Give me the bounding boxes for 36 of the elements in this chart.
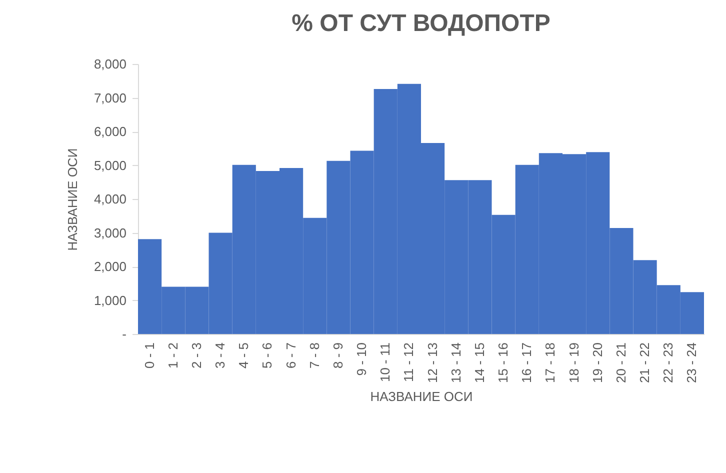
x-tick-label: 14 - 15 [472,342,487,383]
x-tick-label: 11 - 12 [401,342,416,382]
chart-title: % ОТ СУТ ВОДОПОТР [292,10,550,37]
x-tick-label: 4 - 5 [236,342,252,369]
x-tick-label: 22 - 23 [660,342,676,383]
x-tick-label: 18 - 19 [566,342,582,383]
x-tick-label: 1 - 2 [165,342,180,369]
y-tick-label: 6,000 [94,124,126,139]
y-tick-label: 8,000 [94,56,126,72]
y-tick-label: 4,000 [94,192,126,206]
y-tick-label: 1,000 [94,292,126,308]
x-tick-label: 7 - 8 [306,342,322,369]
x-tick-label: 10 - 11 [378,342,393,382]
x-tick-label: 8 - 9 [330,342,346,369]
x-tick-label: 15 - 16 [496,342,511,383]
x-axis-title: НАЗВАНИЕ ОСИ [370,388,473,404]
x-tick-label: 0 - 1 [142,342,157,369]
y-axis-title: НАЗВАНИЕ ОСИ [64,148,80,251]
x-tick-label: 6 - 7 [283,342,298,369]
x-tick-label: 16 - 17 [519,342,534,383]
x-tick-label: 5 - 6 [260,342,275,369]
x-tick-label: 3 - 4 [212,342,228,369]
y-tick-label: 3,000 [94,225,126,240]
x-tick-label: 19 - 20 [590,342,605,383]
y-tick-label: 5,000 [94,158,126,173]
y-tick-label: - [122,326,126,342]
x-tick-label: 20 - 21 [613,342,628,383]
x-tick-label: 12 - 13 [424,342,440,383]
x-tick-label: 23 - 24 [684,342,700,383]
x-tick-label: 9 - 10 [354,342,370,376]
x-tick-label: 21 - 22 [637,342,652,383]
y-tick-label: 2,000 [94,259,126,274]
x-tick-label: 17 - 18 [542,342,558,383]
x-tick-label: 13 - 14 [448,342,464,383]
x-tick-label: 2 - 3 [188,342,204,369]
y-tick-label: 7,000 [94,90,126,106]
